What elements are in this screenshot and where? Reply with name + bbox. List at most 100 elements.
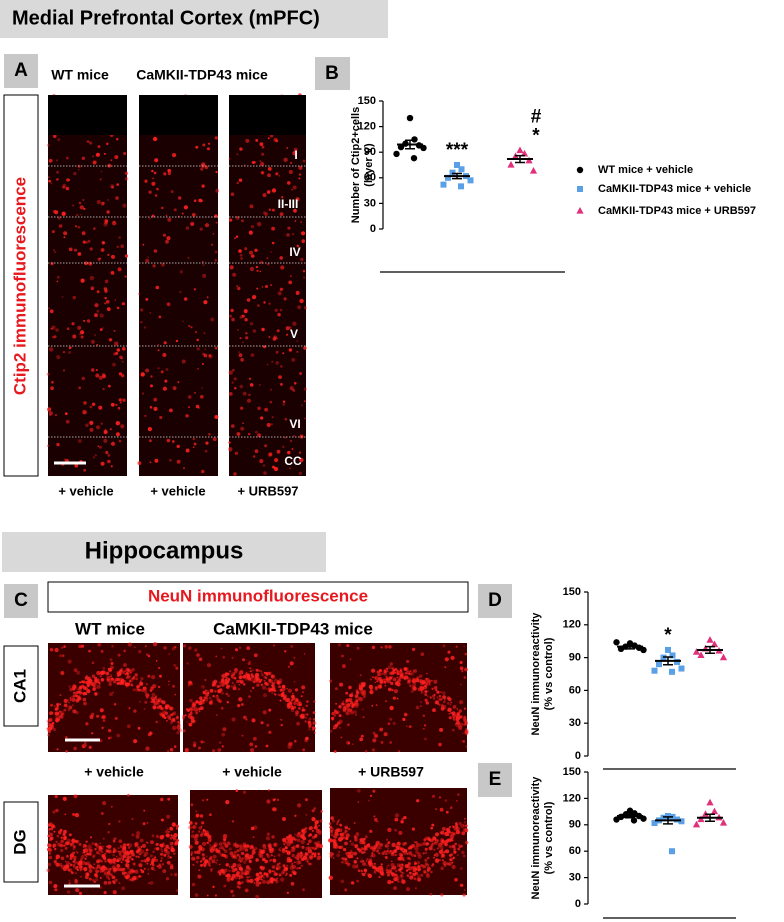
- cell-speckle: [300, 695, 303, 698]
- cell-speckle: [286, 858, 291, 863]
- cell-speckle: [84, 853, 87, 856]
- cell-speckle: [395, 681, 400, 685]
- cell-speckle: [198, 869, 201, 871]
- cell-speckle: [255, 668, 259, 672]
- cell-speckle: [232, 368, 235, 372]
- cell-speckle: [64, 864, 69, 869]
- cell-speckle: [75, 698, 80, 703]
- cell-speckle: [304, 852, 308, 855]
- cell-speckle: [463, 889, 466, 891]
- cell-speckle: [164, 711, 168, 715]
- cell-speckle: [294, 220, 297, 222]
- cell-speckle: [458, 845, 462, 849]
- cell-speckle: [228, 441, 231, 444]
- cell-speckle: [74, 225, 78, 228]
- cell-speckle: [245, 671, 248, 674]
- cell-speckle: [289, 661, 294, 666]
- cell-speckle: [70, 870, 73, 873]
- cell-speckle: [241, 314, 245, 318]
- cell-speckle: [362, 716, 365, 719]
- cell-speckle: [128, 843, 132, 848]
- cell-speckle: [293, 702, 296, 706]
- cell-speckle: [363, 851, 366, 854]
- cell-speckle: [168, 653, 171, 655]
- cell-speckle: [84, 875, 89, 880]
- cell-speckle: [115, 403, 118, 406]
- cell-speckle: [273, 678, 278, 683]
- cell-speckle: [199, 833, 204, 837]
- cell-speckle: [350, 701, 354, 705]
- cell-speckle: [415, 842, 420, 848]
- cell-speckle: [145, 298, 149, 301]
- cell-speckle: [292, 692, 294, 695]
- cell-speckle: [169, 826, 173, 831]
- cell-speckle: [341, 845, 343, 848]
- cell-speckle: [146, 653, 149, 656]
- cell-speckle: [53, 335, 57, 338]
- cell-speckle: [431, 679, 433, 682]
- cell-speckle: [201, 184, 205, 188]
- cell-speckle: [236, 215, 239, 219]
- cell-speckle: [259, 871, 262, 875]
- cell-speckle: [204, 348, 207, 351]
- cell-speckle: [176, 731, 180, 735]
- cell-speckle: [403, 872, 405, 875]
- cell-speckle: [247, 661, 251, 666]
- cell-speckle: [215, 714, 218, 716]
- cell-speckle: [298, 866, 301, 870]
- cell-speckle: [130, 877, 135, 882]
- cell-speckle: [63, 829, 67, 834]
- cell-speckle: [66, 327, 70, 331]
- cell-speckle: [48, 831, 51, 834]
- cell-speckle: [201, 864, 204, 867]
- cell-speckle: [64, 846, 68, 850]
- cell-speckle: [259, 853, 264, 859]
- cell-speckle: [122, 867, 126, 871]
- cell-speckle: [427, 866, 431, 871]
- cell-speckle: [116, 859, 119, 863]
- cell-speckle: [204, 679, 207, 681]
- cell-speckle: [99, 313, 104, 318]
- cell-speckle: [464, 824, 468, 828]
- cell-speckle: [292, 848, 296, 852]
- cell-speckle: [433, 856, 435, 859]
- cell-speckle: [396, 697, 399, 700]
- cell-speckle: [118, 839, 123, 843]
- cell-speckle: [201, 821, 205, 825]
- cell-speckle: [297, 305, 302, 310]
- cell-speckle: [346, 644, 350, 648]
- data-point: [678, 818, 685, 825]
- cell-speckle: [56, 748, 59, 751]
- cell-speckle: [255, 858, 259, 862]
- cell-speckle: [374, 681, 377, 684]
- cell-speckle: [387, 722, 391, 726]
- cell-speckle: [412, 872, 416, 877]
- cell-speckle: [83, 319, 86, 322]
- cell-speckle: [275, 350, 279, 354]
- cell-speckle: [48, 827, 52, 831]
- cell-speckle: [66, 838, 71, 843]
- cell-speckle: [46, 444, 50, 447]
- cell-speckle: [233, 855, 237, 859]
- cell-speckle: [424, 690, 428, 694]
- cell-speckle: [188, 825, 193, 830]
- cell-speckle: [447, 707, 452, 712]
- cell-speckle: [147, 427, 152, 432]
- cell-speckle: [80, 860, 83, 863]
- cell-speckle: [266, 257, 269, 259]
- cell-speckle: [316, 856, 321, 861]
- cell-speckle: [245, 138, 250, 143]
- cell-speckle: [287, 704, 290, 707]
- cell-speckle: [255, 872, 260, 877]
- cell-speckle: [192, 825, 197, 829]
- cell-speckle: [295, 699, 298, 702]
- cell-speckle: [255, 265, 259, 269]
- cell-speckle: [363, 837, 366, 841]
- cell-speckle: [71, 697, 76, 702]
- cell-speckle: [107, 844, 112, 849]
- cell-speckle: [137, 461, 142, 465]
- cell-speckle: [140, 849, 145, 854]
- cell-speckle: [443, 851, 446, 854]
- layer-label: I: [294, 148, 297, 162]
